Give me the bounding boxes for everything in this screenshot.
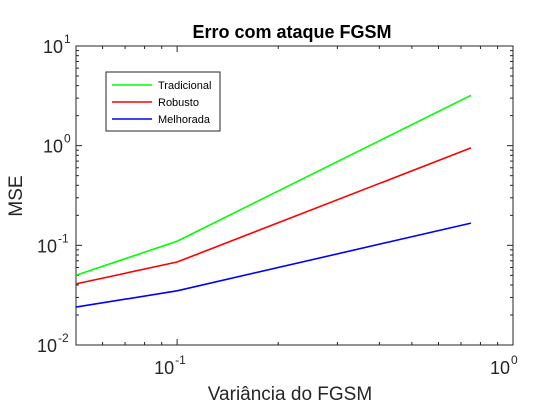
x-tick-label-base: 10: [154, 358, 174, 378]
y-tick-label-base: 10: [43, 137, 63, 157]
x-tick-label-exponent: -1: [175, 353, 186, 367]
plot-area-frame: [75, 45, 514, 346]
series-line-robusto: [75, 147, 472, 285]
x-tick-label-base: 10: [490, 358, 510, 378]
y-tick-label-exponent: 0: [64, 132, 71, 146]
y-tick-label-base: 10: [37, 236, 57, 256]
legend-label-robusto: Robusto: [158, 97, 199, 109]
y-tick-label-exponent: -1: [58, 231, 69, 245]
chart-title: Erro com ataque FGSM: [192, 22, 391, 42]
y-tick-label-base: 10: [43, 37, 63, 57]
series-line-melhorada: [75, 222, 472, 308]
y-tick-label-exponent: 1: [64, 32, 71, 46]
y-axis-label: MSE: [6, 175, 27, 216]
x-tick-label-exponent: 0: [511, 353, 518, 367]
series-line-tradicional: [75, 94, 472, 277]
x-axis-label: Variância do FGSM: [208, 384, 372, 405]
y-tick-label-exponent: -2: [58, 331, 69, 345]
legend-label-tradicional: Tradicional: [158, 80, 211, 92]
legend-label-melhorada: Melhorada: [158, 114, 211, 126]
y-tick-label-base: 10: [37, 336, 57, 356]
